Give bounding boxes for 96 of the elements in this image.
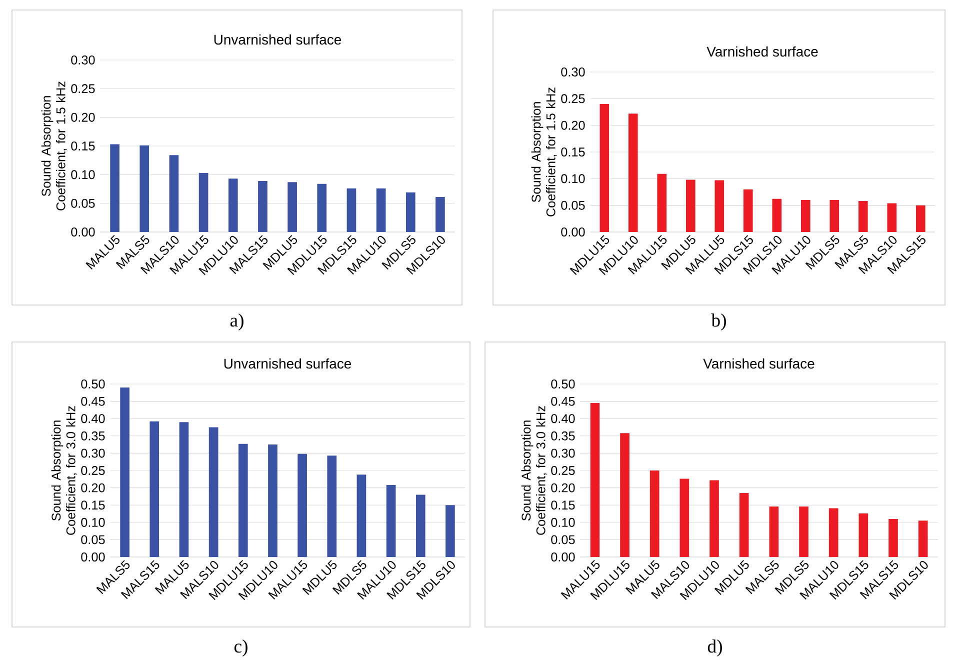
bar [828, 508, 838, 557]
bar [386, 485, 396, 557]
bar [169, 155, 179, 232]
bar [600, 104, 610, 232]
text: a) [230, 314, 244, 330]
bar [356, 474, 366, 557]
bar [657, 174, 667, 232]
bar [258, 180, 268, 232]
y-tick-label: 0.00 [81, 552, 105, 562]
bar [888, 518, 898, 557]
bar [799, 506, 808, 557]
bar [620, 433, 630, 557]
bar [317, 184, 327, 232]
y-tick-label: 0.10 [81, 518, 105, 527]
y-tick-label: 0.35 [81, 431, 105, 440]
bar [150, 421, 160, 557]
bar [198, 172, 208, 232]
bar [769, 506, 779, 557]
y-tick-label: 0.05 [71, 198, 95, 208]
y-tick-label: 0.25 [561, 94, 585, 104]
y-tick-label: 0.30 [71, 56, 95, 64]
bar [238, 444, 248, 557]
bar [858, 513, 868, 557]
y-tick-label: 0.10 [561, 174, 585, 184]
y-tick-label: 0.30 [551, 448, 575, 458]
chart-title: Unvarnished surface [224, 358, 352, 369]
chart-title: Varnished surface [703, 358, 814, 369]
bar [208, 427, 218, 557]
y-tick-label: 0.15 [81, 500, 105, 510]
bar [228, 178, 238, 232]
y-axis-title: Sound Absorption Coefficient, for 3.0 kHz [51, 406, 77, 535]
y-tick-label: 0.00 [71, 228, 95, 236]
y-tick-label: 0.20 [561, 120, 585, 130]
bar [406, 192, 416, 232]
text: b) [711, 314, 726, 330]
bar [800, 200, 810, 232]
y-tick-label: 0.05 [561, 200, 585, 210]
bar [916, 205, 926, 232]
y-tick-label: 0.15 [71, 142, 95, 150]
bar [918, 520, 928, 557]
bar [680, 478, 690, 557]
y-tick-label: 0.25 [551, 466, 575, 475]
y-tick-label: 0.50 [81, 380, 105, 388]
bar [268, 444, 278, 557]
y-tick-label: 0.20 [81, 483, 105, 492]
y-axis-title: Sound Absorption Coefficient, for 1.5 kHz [41, 82, 67, 210]
y-axis-title: Sound Absorption Coefficient, for 1.5 kHz [531, 88, 557, 216]
y-tick-label: 0.40 [551, 414, 575, 424]
bar [714, 180, 724, 232]
y-tick-label: 0.30 [561, 68, 585, 76]
y-tick-label: 0.05 [551, 535, 575, 544]
y-tick-label: 0.20 [551, 483, 575, 492]
y-tick-label: 0.15 [551, 500, 575, 510]
text: c) [234, 640, 248, 656]
bar [120, 387, 130, 557]
text: d) [708, 640, 722, 656]
bar [298, 454, 307, 557]
bar [140, 145, 150, 232]
bar [772, 198, 782, 232]
bar [710, 480, 719, 557]
bar [628, 114, 638, 232]
y-tick-label: 0.50 [551, 380, 575, 388]
y-tick-label: 0.10 [551, 518, 575, 527]
y-tick-label: 0.45 [81, 396, 105, 406]
chart-title: Unvarnished surface [214, 34, 342, 45]
y-tick-label: 0.25 [81, 466, 105, 475]
y-axis-title: Sound Absorption Coefficient, for 3.0 kHz [521, 406, 547, 535]
y-tick-label: 0.30 [81, 448, 105, 458]
bar [743, 189, 753, 232]
bar [590, 403, 600, 557]
y-tick-label: 0.00 [561, 228, 585, 236]
bar [110, 144, 120, 232]
bar [830, 200, 840, 232]
bar [858, 201, 868, 232]
bar [686, 180, 696, 232]
y-tick-label: 0.20 [71, 112, 95, 122]
bar [436, 197, 445, 232]
y-tick-label: 0.15 [561, 148, 585, 156]
bar [346, 188, 356, 232]
bar [446, 505, 455, 557]
y-tick-label: 0.25 [71, 84, 95, 94]
y-tick-label: 0.40 [81, 414, 105, 424]
bar [376, 188, 386, 232]
chart-title: Varnished surface [706, 46, 818, 57]
bar [327, 456, 337, 557]
y-tick-label: 0.10 [71, 170, 95, 180]
bar [650, 470, 660, 557]
bar [887, 203, 897, 232]
bar [288, 182, 297, 232]
y-tick-label: 0.00 [551, 552, 575, 562]
y-tick-label: 0.05 [81, 535, 105, 544]
bar [416, 494, 426, 557]
y-tick-label: 0.35 [551, 431, 575, 440]
bar [739, 492, 749, 557]
bar [179, 422, 189, 557]
y-tick-label: 0.45 [551, 396, 575, 406]
